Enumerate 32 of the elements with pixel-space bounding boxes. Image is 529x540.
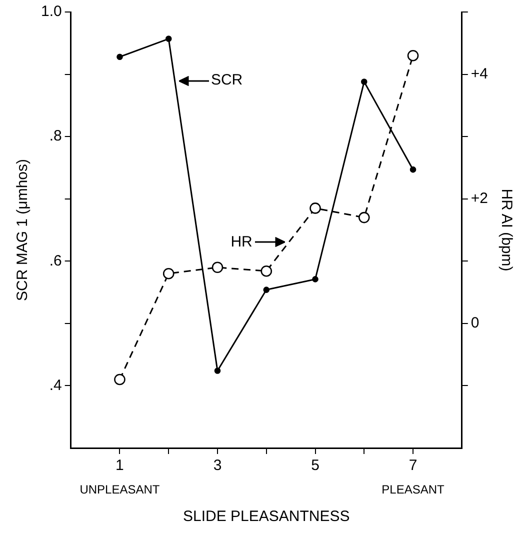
y-tick-label: .8	[49, 128, 62, 145]
x-tick-label: 1	[116, 457, 124, 474]
point	[358, 212, 370, 224]
y-tick-label: .6	[49, 252, 62, 270]
annotation: HR	[230, 234, 253, 251]
text: PLEASANT	[382, 482, 446, 496]
point	[114, 374, 126, 386]
text: UNPLEASANT	[80, 482, 160, 496]
point	[360, 78, 368, 85]
point	[116, 54, 123, 60]
annotation: SCR	[210, 72, 243, 89]
point	[165, 36, 172, 42]
x-tick-label: 7	[408, 457, 418, 474]
point	[310, 202, 321, 214]
y-axis-title: SCR MAG 1 (μmhos)	[14, 159, 32, 301]
y2-tick-label: +2	[470, 190, 488, 207]
point	[407, 50, 419, 62]
y2-tick-label: 0	[470, 314, 480, 332]
point	[212, 262, 224, 274]
y2-axis-title: HR AI (bpm)	[498, 188, 515, 272]
x-axis-title: SLIDE PLEASANTNESS	[183, 508, 350, 526]
y2-tick-label: +4	[470, 65, 488, 82]
y-tick-label: 1.0	[40, 3, 62, 20]
point	[214, 368, 221, 374]
point	[260, 265, 272, 277]
x-tick-label: 3	[213, 457, 222, 474]
point	[410, 166, 416, 173]
point	[312, 276, 318, 282]
point	[263, 286, 270, 293]
y-tick-label: .4	[49, 376, 62, 394]
x-tick-label: 5	[311, 457, 320, 474]
point	[162, 268, 174, 280]
